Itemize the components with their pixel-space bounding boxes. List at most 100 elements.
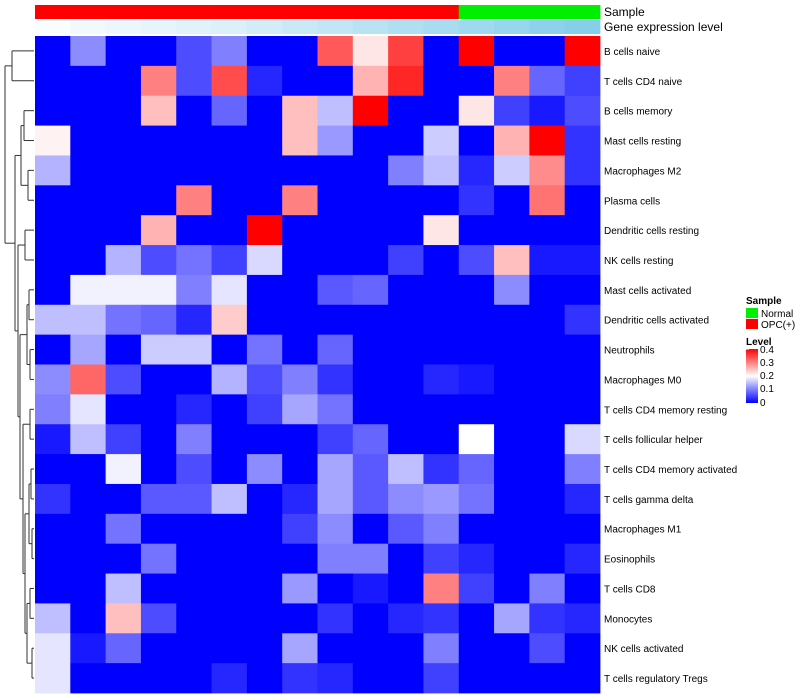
heatmap-cell [105, 394, 142, 425]
heatmap-cell [176, 304, 212, 336]
row-label: Mast cells resting [604, 137, 681, 148]
heatmap-cell [423, 245, 460, 276]
heatmap-cell [317, 663, 354, 694]
heatmap-cell [105, 334, 142, 365]
heatmap-cell [70, 185, 107, 216]
level-legend: Level 0.4 0.3 0.2 0.1 0 [746, 337, 774, 409]
heatmap-cell [140, 663, 177, 694]
level-tick-0.1: 0.1 [760, 384, 774, 395]
heatmap-cell [140, 304, 177, 336]
heatmap-cell [211, 424, 248, 455]
heatmap-cell [494, 304, 530, 336]
heatmap-cell [70, 304, 107, 336]
heatmap-cell [564, 215, 601, 246]
heatmap-cell [494, 36, 530, 67]
heatmap-cell [246, 663, 283, 694]
expression-annotation-cell [564, 20, 601, 34]
heatmap-cell [352, 304, 389, 336]
heatmap-cell [35, 633, 71, 664]
row-label: T cells CD4 naive [604, 77, 683, 88]
heatmap-cell [352, 543, 389, 574]
legend-swatch-opc [746, 319, 758, 329]
heatmap-cell [494, 274, 530, 306]
heatmap-cell [35, 155, 71, 186]
heatmap-cell [140, 454, 177, 485]
heatmap-cell [282, 394, 318, 425]
heatmap-cell [211, 155, 248, 186]
heatmap-cell [105, 215, 142, 246]
heatmap-cell [35, 573, 71, 604]
heatmap-cell [317, 215, 354, 246]
heatmap-cell [458, 483, 495, 515]
heatmap-cell [317, 65, 354, 97]
heatmap-cell [494, 454, 530, 485]
heatmap-cell [246, 424, 283, 455]
heatmap-cell [211, 95, 248, 126]
heatmap-cell [564, 663, 601, 694]
heatmap-cell [458, 36, 495, 67]
heatmap-cell [70, 513, 107, 545]
heatmap-cell [211, 334, 248, 365]
heatmap-cell [105, 274, 142, 306]
heatmap-cell [246, 274, 283, 306]
heatmap-cell [564, 513, 601, 545]
heatmap-cell [70, 663, 107, 694]
legend-label-opc: OPC(+) [761, 320, 795, 331]
heatmap-cell [352, 573, 389, 604]
heatmap-cell [458, 603, 495, 634]
heatmap-cell [317, 155, 354, 186]
heatmap-cell [458, 274, 495, 306]
heatmap-cell [140, 394, 177, 425]
heatmap-cell [211, 663, 248, 694]
heatmap-cell [494, 95, 530, 126]
heatmap-cell [494, 245, 530, 276]
expression-annotation-cell [423, 20, 460, 34]
heatmap-cell [176, 663, 212, 694]
heatmap-cell [317, 394, 354, 425]
heatmap-cell [70, 424, 107, 455]
heatmap-cell [282, 483, 318, 515]
heatmap-cell [529, 603, 566, 634]
heatmap-cell [529, 663, 566, 694]
heatmap-cell [176, 274, 212, 306]
expression-annotation-cell [246, 20, 283, 34]
heatmap-cell [105, 364, 142, 395]
heatmap-cell [70, 65, 107, 97]
level-legend-title: Level [746, 337, 772, 348]
heatmap-cell [246, 245, 283, 276]
sample-annotation-cell [246, 5, 283, 19]
row-label: B cells naive [604, 47, 661, 58]
heatmap-cell [176, 543, 212, 574]
heatmap-cell [176, 513, 212, 545]
heatmap-cell [176, 364, 212, 395]
heatmap-cell [388, 304, 424, 336]
expression-annotation-cell [388, 20, 424, 34]
heatmap-cell [70, 543, 107, 574]
sample-annotation-cell [494, 5, 530, 19]
heatmap-cell [140, 513, 177, 545]
heatmap-cell [211, 603, 248, 634]
heatmap-cell [246, 185, 283, 216]
heatmap-cell [105, 513, 142, 545]
heatmap-cell [494, 125, 530, 156]
sample-legend-title: Sample [746, 296, 782, 307]
heatmap-cell [564, 633, 601, 664]
heatmap-cell [246, 334, 283, 365]
expression-annotation-cell [352, 20, 389, 34]
heatmap-cell [35, 65, 71, 97]
heatmap-cell [423, 304, 460, 336]
heatmap-cell [140, 245, 177, 276]
heatmap-cell [388, 543, 424, 574]
heatmap-cell [458, 394, 495, 425]
heatmap-cell [176, 334, 212, 365]
heatmap-cell [282, 543, 318, 574]
sample-annotation-bar [35, 5, 601, 19]
heatmap-cell [529, 95, 566, 126]
heatmap-cell [494, 424, 530, 455]
heatmap-cell [317, 185, 354, 216]
heatmap-cell [352, 215, 389, 246]
heatmap-cell [211, 65, 248, 97]
heatmap-cell [176, 394, 212, 425]
heatmap-cell [140, 334, 177, 365]
